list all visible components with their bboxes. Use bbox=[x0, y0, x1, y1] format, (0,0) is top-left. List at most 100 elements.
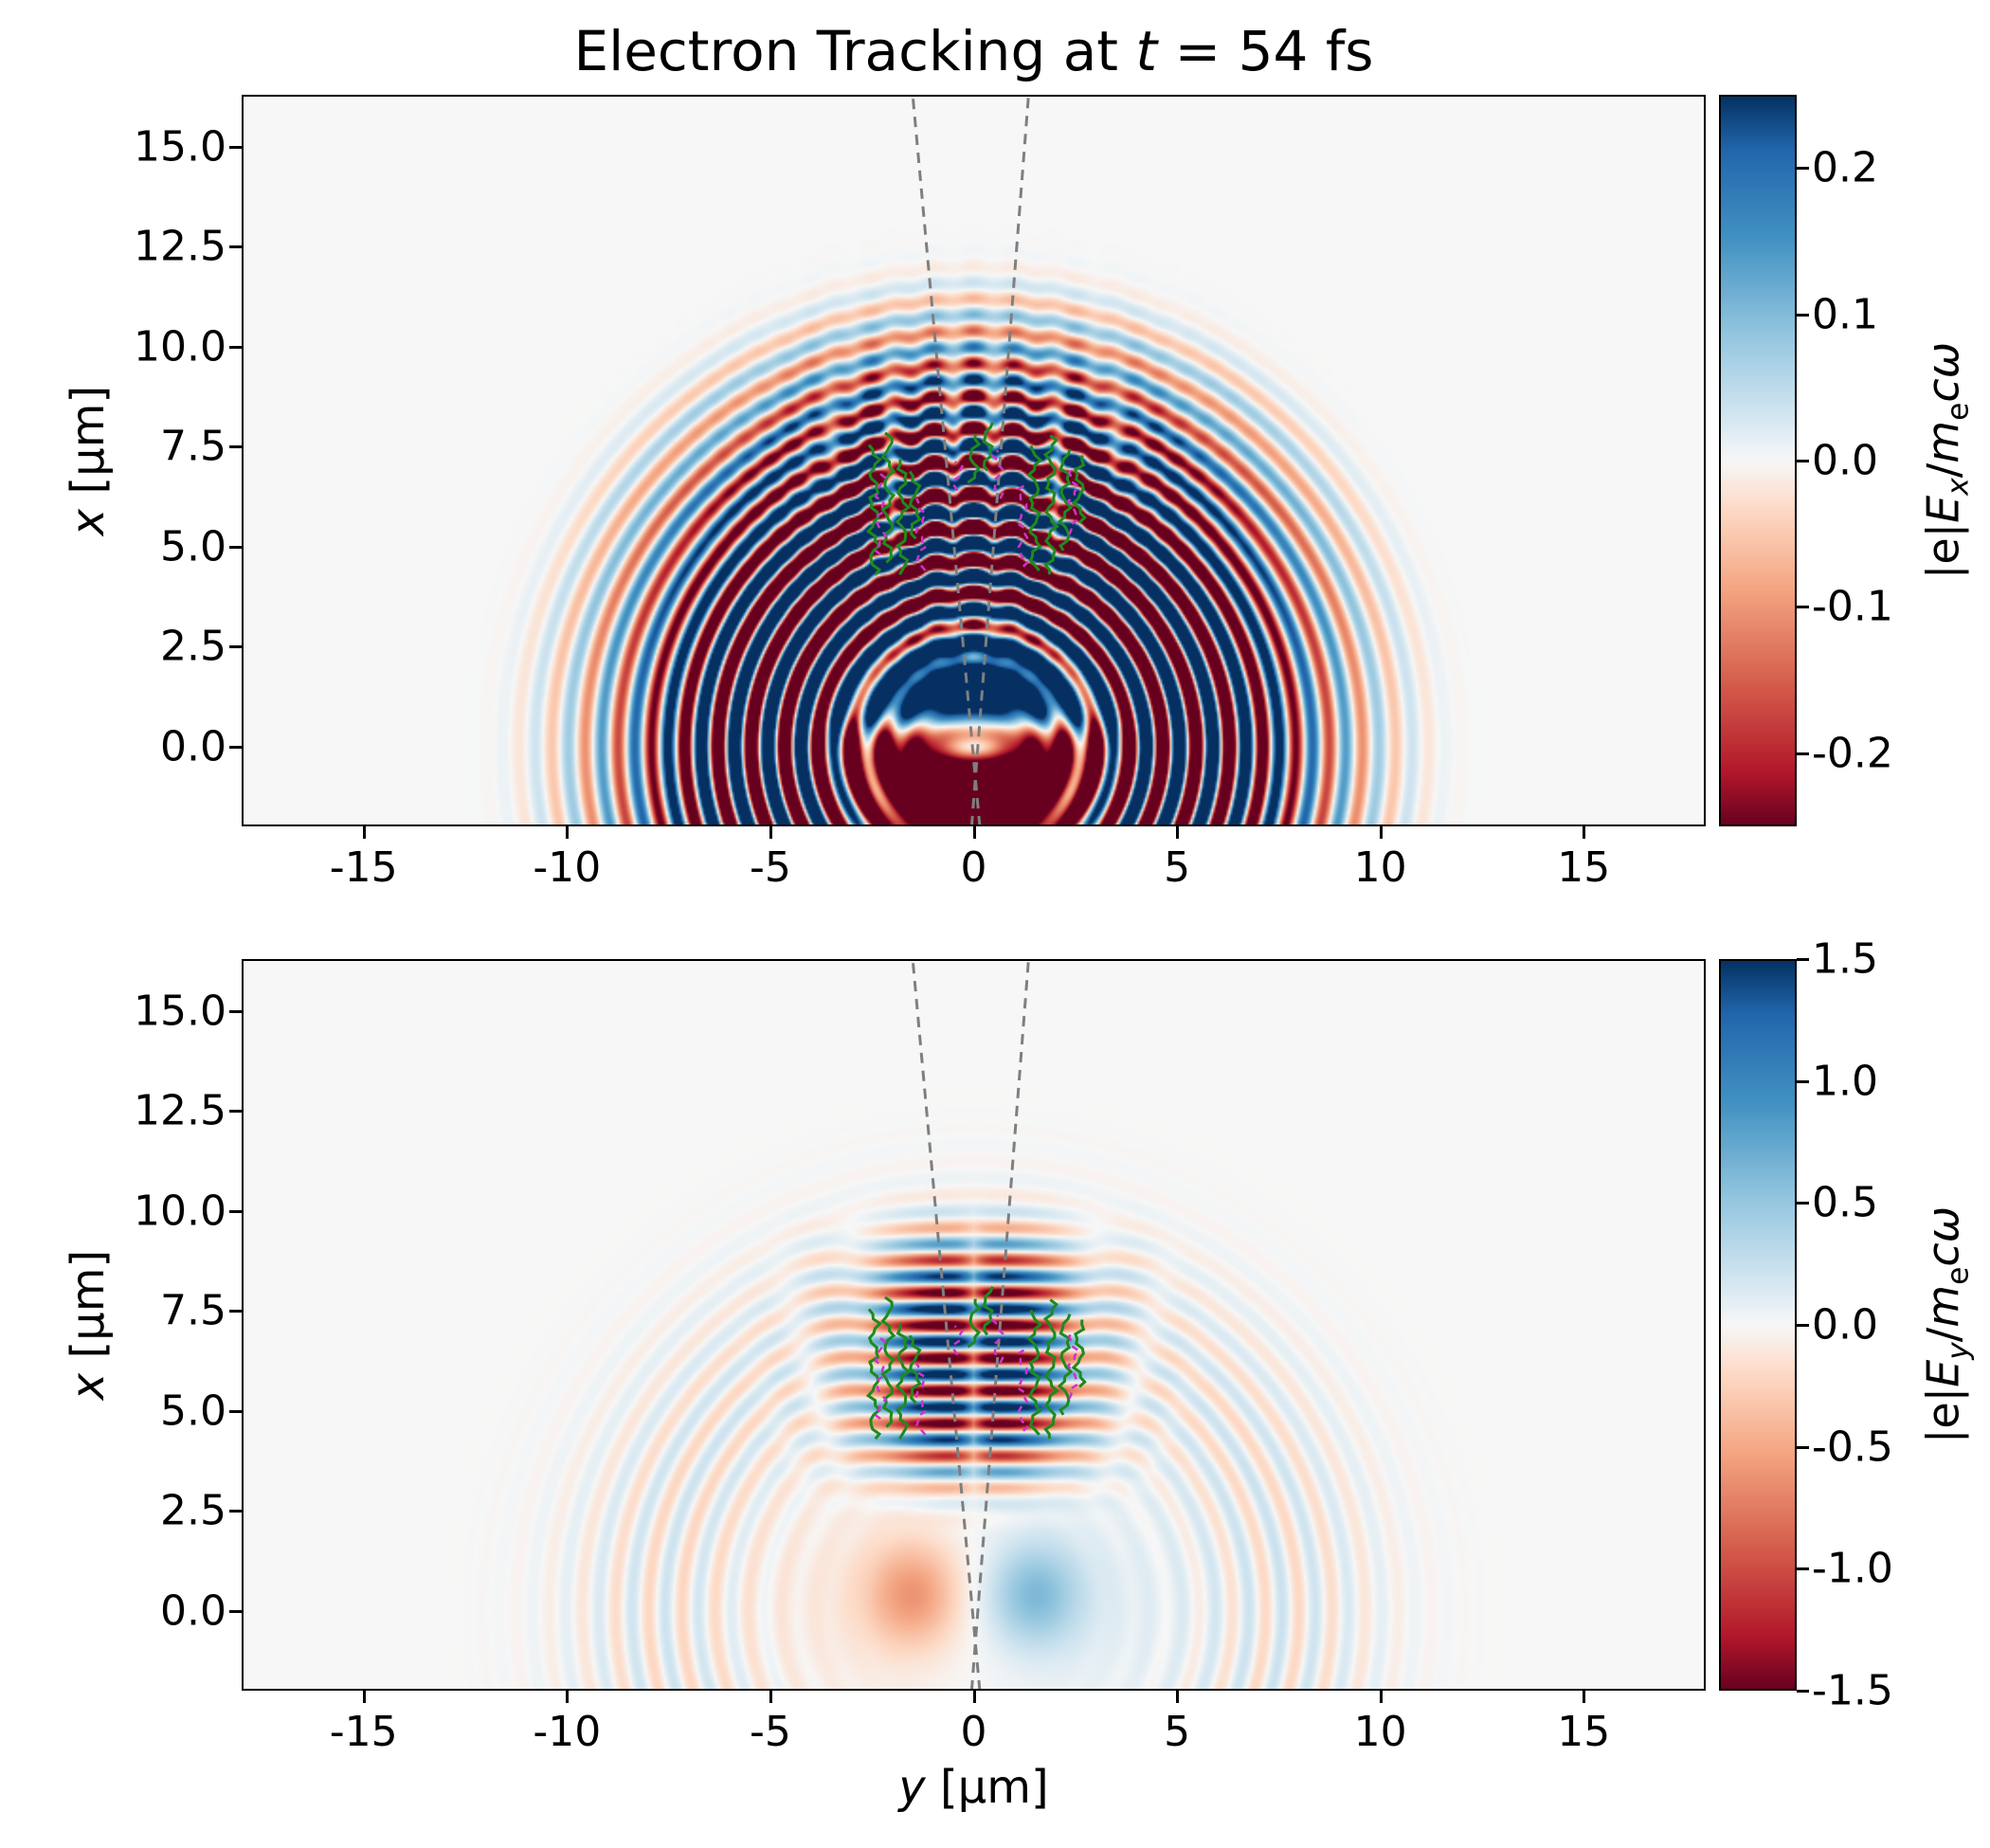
ey-ylabel-var: x bbox=[62, 1372, 115, 1401]
ex-x-tick bbox=[1176, 826, 1180, 839]
ex-x-tick bbox=[1583, 826, 1586, 839]
electron-track-green bbox=[982, 422, 994, 472]
electron-track-magenta bbox=[989, 449, 1004, 499]
ex-y-tick-label: 12.5 bbox=[134, 222, 226, 271]
ex-colorbar-label: |e|Ex/mecω bbox=[1917, 342, 1975, 579]
ey-cbl-p5: m bbox=[1917, 1284, 1969, 1328]
cone-dashed-line bbox=[969, 95, 1030, 826]
electron-track-green bbox=[967, 434, 982, 484]
ey-x-tick bbox=[566, 1691, 570, 1703]
electron-track-magenta bbox=[914, 1362, 929, 1436]
cone-dashed-line bbox=[969, 959, 1030, 1691]
ey-ylabel: x [µm] bbox=[62, 1250, 115, 1400]
electron-track-green bbox=[865, 444, 882, 576]
ex-y-tick bbox=[229, 145, 242, 149]
ex-cbl-p3: x bbox=[1941, 478, 1976, 496]
ex-cbl-p2: E bbox=[1917, 495, 1969, 523]
ey-y-tick bbox=[229, 1409, 242, 1413]
electron-track-green bbox=[880, 1295, 896, 1428]
title-var: t bbox=[1135, 19, 1158, 83]
electron-track-magenta bbox=[951, 1325, 965, 1356]
ey-heatmap-canvas bbox=[242, 959, 1706, 1691]
electron-track-green bbox=[895, 459, 912, 575]
ex-x-tick-label: -5 bbox=[749, 843, 791, 892]
ey-colorbar-tick-label: 1.0 bbox=[1812, 1057, 1878, 1106]
ex-colorbar-tick bbox=[1797, 167, 1809, 171]
ey-y-tick-label: 12.5 bbox=[134, 1086, 226, 1135]
panel-ex: x [µm] -15 -10 -5 0 5 10 15 15.0 12.5 10.0 7.5 5.0 2… bbox=[62, 95, 1706, 892]
ey-x-tick-label: 0 bbox=[960, 1708, 987, 1756]
ey-y-tick bbox=[229, 1009, 242, 1013]
ey-y-tick bbox=[229, 1310, 242, 1314]
electron-track-green bbox=[1042, 434, 1059, 575]
electron-track-magenta bbox=[1015, 483, 1031, 568]
ex-y-tick bbox=[229, 245, 242, 249]
ey-x-tick bbox=[1176, 1691, 1180, 1703]
ex-x-tick bbox=[769, 826, 772, 839]
ey-colorbar-tick-label: 0.0 bbox=[1812, 1300, 1878, 1350]
electron-track-magenta bbox=[872, 1336, 888, 1421]
ey-y-tick-label: 2.5 bbox=[160, 1486, 226, 1535]
ex-heatmap-canvas bbox=[242, 95, 1706, 826]
title-pre: Electron Tracking at bbox=[573, 19, 1136, 83]
ey-overlay bbox=[865, 959, 1087, 1691]
ey-y-tick bbox=[229, 1209, 242, 1213]
electron-track-green bbox=[982, 1286, 994, 1336]
electron-track-green bbox=[1026, 444, 1043, 571]
ey-x-tick-label: -5 bbox=[749, 1708, 791, 1756]
ex-x-tick-label: -10 bbox=[533, 843, 602, 892]
electron-track-green bbox=[895, 1323, 912, 1440]
cone-dashed-line bbox=[911, 95, 982, 826]
ey-cbl-p3: y bbox=[1941, 1342, 1976, 1360]
electron-track-green bbox=[967, 1298, 982, 1349]
ex-y-tick-label: 0.0 bbox=[160, 722, 226, 771]
ey-x-tick bbox=[972, 1691, 976, 1703]
ex-overlay bbox=[865, 95, 1087, 826]
ex-colorbar-tick-label: -0.1 bbox=[1812, 582, 1893, 631]
ey-colorbar-canvas bbox=[1719, 959, 1797, 1691]
ey-x-tick-label: -15 bbox=[329, 1708, 398, 1756]
ey-colorbar-tick bbox=[1797, 1079, 1809, 1083]
ex-x-tick bbox=[1379, 826, 1383, 839]
ex-y-tick bbox=[229, 545, 242, 549]
electron-track-green bbox=[908, 1334, 922, 1404]
ex-x-tick bbox=[566, 826, 570, 839]
ex-colorbar-tick bbox=[1797, 752, 1809, 755]
ey-colorbar-tick bbox=[1797, 1324, 1809, 1327]
ex-y-tick-label: 10.0 bbox=[134, 322, 226, 371]
ex-cbl-p7: cω bbox=[1917, 341, 1969, 403]
ex-x-tick-label: -15 bbox=[329, 843, 398, 892]
ey-colorbar-tick-label: -1.0 bbox=[1812, 1544, 1893, 1593]
electron-track-green bbox=[1057, 449, 1074, 552]
electron-track-green bbox=[1057, 1314, 1074, 1416]
ey-colorbar-tick bbox=[1797, 1202, 1809, 1205]
ey-colorbar-tick-label: 1.5 bbox=[1812, 934, 1878, 984]
ex-colorbar-tick bbox=[1797, 460, 1809, 462]
ex-y-tick bbox=[229, 745, 242, 749]
ey-cbl-p6: e bbox=[1941, 1266, 1976, 1285]
ex-y-tick-label: 2.5 bbox=[160, 622, 226, 671]
ey-colorbar-tick-label: 0.5 bbox=[1812, 1178, 1878, 1227]
ey-x-tick-label: 10 bbox=[1353, 1708, 1407, 1756]
xlabel-var: y bbox=[898, 1761, 926, 1814]
electron-track-magenta bbox=[872, 472, 888, 556]
electron-track-magenta bbox=[989, 1314, 1004, 1364]
ey-x-tick bbox=[769, 1691, 772, 1703]
figure-title: Electron Tracking at t = 54 fs bbox=[242, 19, 1706, 83]
ex-colorbar-tick bbox=[1797, 313, 1809, 317]
ex-colorbar: |e|Ex/mecω 0.2 0.1 0.0 -0.1 -0.2 bbox=[1719, 95, 1976, 826]
ey-cbl-p4: / bbox=[1917, 1327, 1969, 1343]
ex-y-tick bbox=[229, 345, 242, 349]
ex-cbl-p6: e bbox=[1941, 402, 1976, 421]
ex-cbl-p4: / bbox=[1917, 462, 1969, 479]
xlabel-unit: [µm] bbox=[925, 1761, 1049, 1814]
ey-x-tick-label: 5 bbox=[1164, 1708, 1191, 1756]
panel-ey: x [µm] -15 -10 -5 0 5 10 15 15.0 12.5 10.0 7.5 5.0 2… bbox=[62, 959, 1706, 1756]
electron-track-magenta bbox=[951, 461, 965, 492]
ex-x-tick-label: 0 bbox=[960, 843, 987, 892]
ey-y-tick-label: 15.0 bbox=[134, 987, 226, 1036]
ey-colorbar-label: |e|Ey/mecω bbox=[1917, 1206, 1975, 1443]
ey-colorbar-tick bbox=[1797, 1567, 1809, 1571]
x-axis-label: y [µm] bbox=[242, 1761, 1706, 1814]
